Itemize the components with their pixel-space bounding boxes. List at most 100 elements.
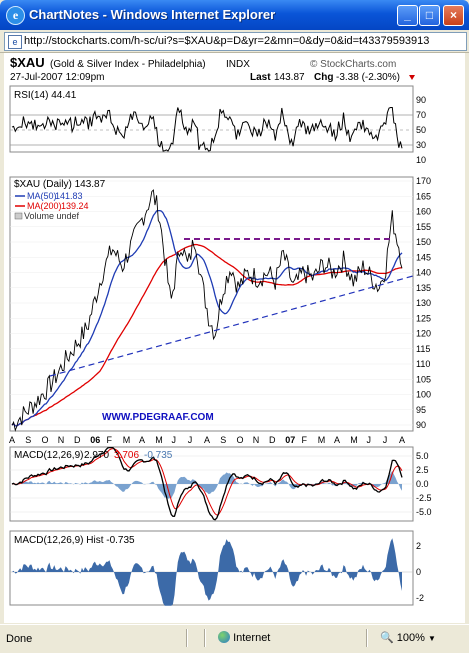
rsi-tick: 10	[416, 155, 426, 165]
price-tick: 95	[416, 405, 426, 415]
x-tick: O	[42, 435, 49, 445]
price-tick: 155	[416, 222, 431, 232]
magnifier-icon: 🔍	[380, 632, 394, 644]
hist-tick: -2	[416, 593, 424, 603]
ma50-legend: MA(50)	[27, 191, 57, 201]
title-bar: e ChartNotes - Windows Internet Explorer…	[0, 0, 469, 30]
maximize-button[interactable]: □	[419, 5, 440, 26]
x-tick: J	[367, 435, 372, 445]
x-tick: N	[253, 435, 260, 445]
x-tick: A	[204, 435, 210, 445]
status-text: Done	[6, 633, 33, 645]
macd-value-3: -0.735	[144, 450, 173, 461]
price-tick: 90	[416, 420, 426, 430]
macd-tick: 2.5	[416, 465, 429, 475]
x-tick: A	[139, 435, 145, 445]
close-button[interactable]: ×	[443, 5, 464, 26]
x-tick: A	[334, 435, 340, 445]
macd-label: MACD(12,26,9)	[14, 450, 83, 461]
macd-value-2: 3.706	[114, 450, 139, 461]
rsi-tick: 90	[416, 95, 426, 105]
ma50-legend-value: 141.83	[55, 191, 83, 201]
support-trendline	[49, 275, 414, 377]
x-tick: 06	[90, 435, 100, 445]
price-tick: 110	[416, 359, 430, 369]
price-panel	[9, 176, 414, 432]
chart-date: 27-Jul-2007 12:09pm	[10, 72, 105, 83]
x-tick: A	[399, 435, 405, 445]
minimize-button[interactable]: _	[397, 5, 418, 26]
price-tick: 125	[416, 313, 431, 323]
hist-tick: 2	[416, 541, 421, 551]
price-tick: 160	[416, 207, 431, 217]
chg-label: Chg	[314, 72, 333, 83]
price-tick: 130	[416, 298, 431, 308]
macd-line	[11, 446, 403, 521]
down-arrow-icon	[409, 75, 415, 80]
rsi-tick: 30	[416, 140, 426, 150]
x-tick: J	[188, 435, 193, 445]
rsi-label: RSI(14) 44.41	[14, 90, 77, 101]
x-tick: D	[269, 435, 276, 445]
address-url[interactable]: http://stockcharts.com/h-sc/ui?s=$XAU&p=…	[24, 35, 430, 47]
rsi-line	[11, 107, 403, 152]
hist-axis: 2 0 -2	[416, 541, 424, 603]
macd-tick: 5.0	[416, 451, 429, 461]
ma200-legend-value: 139.24	[61, 201, 89, 211]
price-grid	[10, 180, 413, 426]
zoom-control[interactable]: 🔍 100% ▼	[380, 631, 436, 644]
x-tick: 07	[285, 435, 295, 445]
price-tick: 120	[416, 329, 431, 339]
macd-value-1: 2.970	[84, 450, 109, 461]
rsi-tick: 70	[416, 110, 426, 120]
x-tick: M	[123, 435, 131, 445]
page-icon: e	[8, 35, 22, 49]
x-tick: F	[107, 435, 113, 445]
ma50-line	[11, 209, 403, 427]
zone-text: Internet	[233, 632, 271, 644]
price-tick: 145	[416, 252, 431, 262]
x-tick: J	[172, 435, 177, 445]
stock-chart: $XAU (Gold & Silver Index - Philadelphia…	[9, 55, 432, 606]
macd-tick: 0.0	[416, 479, 429, 489]
page-content: $XAU (Gold & Silver Index - Philadelphia…	[4, 53, 465, 623]
watermark: WWW.PDEGRAAF.COM	[102, 412, 214, 423]
macd-axis: 5.0 2.5 0.0 -2.5 -5.0	[416, 451, 432, 517]
x-tick: S	[220, 435, 226, 445]
macd-tick: -2.5	[416, 493, 432, 503]
price-tick: 115	[416, 344, 430, 354]
window-title: ChartNotes - Windows Internet Explorer	[29, 7, 276, 22]
x-tick: O	[237, 435, 244, 445]
hist-tick: 0	[416, 567, 421, 577]
x-axis: A S O N D 06 F M A M J J A S O N D 07 F M A M J J A	[9, 435, 405, 445]
hist-area	[12, 538, 402, 606]
chart-symbol: $XAU	[10, 55, 45, 70]
zone-label: Internet	[218, 631, 270, 644]
chevron-down-icon[interactable]: ▼	[427, 634, 436, 643]
chart-exchange: INDX	[226, 59, 250, 70]
price-axis: 170 165 160 155 150 145 140 135 130 125 120 115 110 1…	[416, 176, 431, 430]
price-tick: 135	[416, 283, 431, 293]
x-tick: A	[9, 435, 15, 445]
address-field[interactable]: e http://stockcharts.com/h-sc/ui?s=$XAU&…	[4, 32, 467, 51]
price-tick: 150	[416, 237, 431, 247]
x-tick: N	[58, 435, 65, 445]
rsi-tick: 50	[416, 125, 426, 135]
chg-value: -3.38 (-2.30%)	[336, 72, 400, 83]
x-tick: S	[25, 435, 31, 445]
price-tick: 100	[416, 390, 431, 400]
zoom-text[interactable]: 100%	[396, 632, 425, 644]
rsi-axis: 90 70 50 30 10	[416, 95, 426, 165]
price-tick: 140	[416, 268, 431, 278]
ie-logo-icon: e	[6, 6, 25, 25]
macd-tick: -5.0	[416, 507, 432, 517]
macd-histogram	[12, 470, 402, 499]
price-tick: 105	[416, 374, 431, 384]
price-legend: $XAU (Daily) 143.87	[14, 179, 106, 190]
x-tick: M	[350, 435, 358, 445]
chart-name: (Gold & Silver Index - Philadelphia)	[50, 59, 206, 70]
hist-label: MACD(12,26,9) Hist -0.735	[14, 535, 135, 546]
ma200-legend: MA(200)	[27, 201, 62, 211]
volume-legend-swatch	[14, 212, 23, 220]
price-tick: 170	[416, 176, 431, 186]
